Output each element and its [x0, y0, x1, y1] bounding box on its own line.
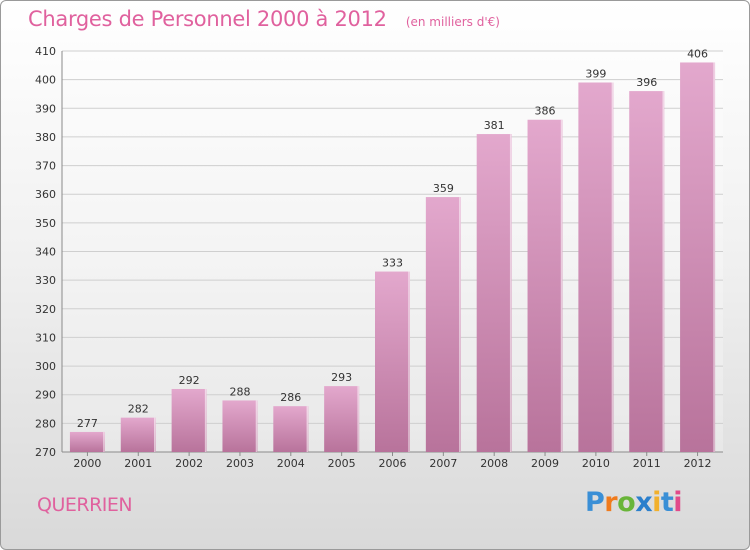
y-tick-label: 380 — [35, 131, 56, 144]
x-tick-label: 2009 — [531, 457, 559, 470]
y-tick-label: 370 — [35, 160, 56, 173]
bar — [578, 82, 614, 452]
logo-letter: i — [652, 487, 661, 518]
value-label: 292 — [179, 374, 200, 387]
logo-letter: P — [585, 487, 605, 518]
value-label: 396 — [636, 76, 657, 89]
value-label: 406 — [687, 47, 708, 60]
bar — [120, 417, 156, 452]
bar — [171, 388, 207, 452]
x-tick-label: 2001 — [124, 457, 152, 470]
x-tick-label: 2004 — [277, 457, 305, 470]
logo-letter: i — [673, 487, 683, 518]
y-tick-label: 310 — [35, 331, 56, 344]
bar — [273, 406, 309, 452]
bar — [324, 386, 360, 452]
x-tick-label: 2011 — [633, 457, 661, 470]
value-label: 381 — [484, 119, 505, 132]
bar — [375, 271, 410, 452]
bar — [222, 400, 258, 452]
value-label: 282 — [128, 403, 149, 416]
logo-letter: o — [617, 487, 636, 518]
chart-title: Charges de Personnel 2000 à 2012 — [28, 7, 387, 31]
x-tick-label: 2012 — [684, 457, 712, 470]
proxiti-logo: Proxiti — [585, 487, 683, 518]
value-label: 333 — [382, 257, 403, 270]
y-tick-label: 360 — [35, 188, 56, 201]
title-line: Charges de Personnel 2000 à 2012 (en mil… — [28, 7, 500, 31]
value-label: 288 — [229, 385, 250, 398]
bar — [527, 119, 563, 452]
x-tick-label: 2002 — [175, 457, 203, 470]
bar — [425, 197, 461, 452]
x-tick-label: 2003 — [226, 457, 254, 470]
x-tick-label: 2000 — [73, 457, 101, 470]
value-label: 286 — [280, 391, 301, 404]
logo-letter: x — [635, 487, 653, 518]
value-label: 359 — [433, 182, 454, 195]
value-label: 386 — [535, 105, 556, 118]
y-tick-label: 410 — [35, 45, 56, 58]
place-name: QUERRIEN — [37, 494, 133, 516]
y-tick-label: 400 — [35, 74, 56, 87]
x-tick-label: 2005 — [328, 457, 356, 470]
value-label: 277 — [77, 417, 98, 430]
y-tick-label: 350 — [35, 217, 56, 230]
logo-letter: r — [604, 487, 618, 518]
y-tick-label: 270 — [35, 446, 56, 459]
x-tick-label: 2008 — [480, 457, 508, 470]
y-tick-label: 320 — [35, 303, 56, 316]
bar — [629, 91, 665, 452]
bar — [476, 134, 512, 453]
y-tick-label: 340 — [35, 246, 56, 259]
chart-subtitle: (en milliers d'€) — [405, 15, 500, 29]
y-tick-label: 390 — [35, 102, 56, 115]
x-tick-label: 2010 — [582, 457, 610, 470]
bar — [69, 431, 105, 452]
bar — [680, 62, 716, 452]
y-tick-label: 300 — [35, 360, 56, 373]
y-tick-label: 330 — [35, 274, 56, 287]
x-tick-label: 2006 — [379, 457, 407, 470]
value-label: 399 — [585, 68, 606, 81]
x-tick-label: 2007 — [429, 457, 457, 470]
y-tick-label: 280 — [35, 417, 56, 430]
y-tick-label: 290 — [35, 389, 56, 402]
value-label: 293 — [331, 371, 352, 384]
logo-letter: t — [660, 487, 674, 518]
